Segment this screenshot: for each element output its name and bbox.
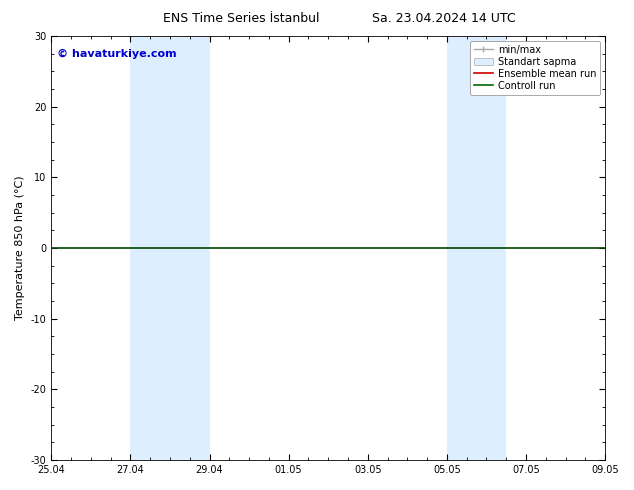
Bar: [447, 36, 477, 460]
Bar: [477, 36, 507, 460]
Text: Sa. 23.04.2024 14 UTC: Sa. 23.04.2024 14 UTC: [372, 12, 515, 25]
Y-axis label: Temperature 850 hPa (°C): Temperature 850 hPa (°C): [15, 176, 25, 320]
Text: © havaturkiye.com: © havaturkiye.com: [57, 49, 176, 59]
Text: ENS Time Series İstanbul: ENS Time Series İstanbul: [163, 12, 319, 25]
Bar: [131, 36, 170, 460]
Legend: min/max, Standart sapma, Ensemble mean run, Controll run: min/max, Standart sapma, Ensemble mean r…: [470, 41, 600, 95]
Bar: [170, 36, 210, 460]
